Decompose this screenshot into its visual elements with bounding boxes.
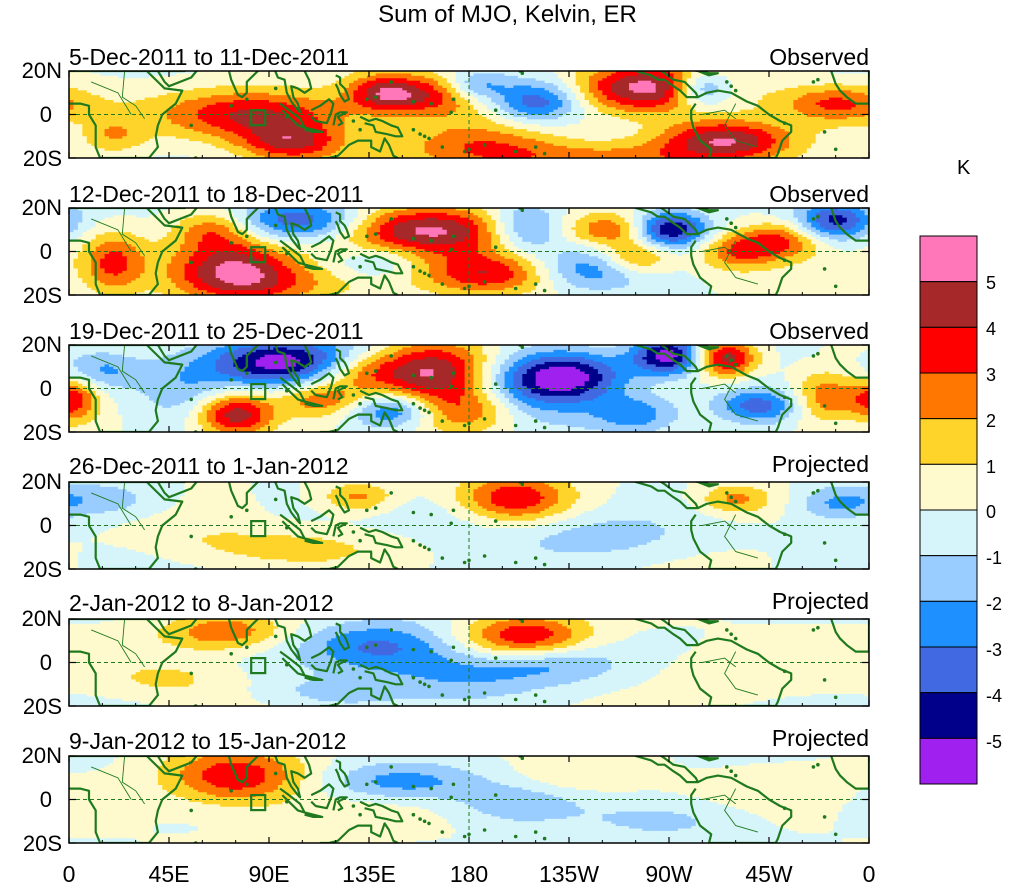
colorbar-label: -2 (986, 594, 1003, 614)
panel-4-type: Projected (771, 451, 869, 477)
map-panel-5 (68, 618, 870, 707)
lat-tick: 20N (21, 469, 62, 494)
panel-5-type: Projected (771, 588, 869, 614)
panel-1-type: Observed (769, 44, 869, 70)
figure-title: Sum of MJO, Kelvin, ER (378, 1, 637, 28)
lat-tick: 0 (39, 376, 52, 401)
map-panel-6 (68, 755, 870, 844)
colorbar-label: -4 (986, 686, 1003, 706)
region-box (250, 246, 267, 264)
anomaly-field (69, 482, 869, 569)
lon-tick: 90W (645, 861, 693, 887)
lon-tick: 0 (862, 861, 876, 887)
lat-tick: 20N (21, 606, 62, 631)
region-box (250, 793, 267, 812)
panel-5-date: 2-Jan-2012 to 8-Jan-2012 (69, 590, 334, 616)
anomaly-field (69, 208, 869, 295)
colorbar-swatch (919, 737, 978, 785)
panel-2-type: Observed (769, 181, 869, 207)
colorbar-label: -5 (986, 732, 1003, 752)
map-panel-4 (68, 481, 870, 570)
region-box (250, 383, 267, 401)
colorbar-unit: K (957, 157, 971, 179)
colorbar-swatch (919, 235, 978, 283)
lon-tick: 90E (248, 861, 290, 887)
colorbar (919, 235, 978, 785)
lat-tick: 0 (39, 102, 52, 127)
lon-tick: 135W (538, 861, 600, 887)
colorbar-label: 2 (986, 411, 997, 431)
lat-tick: 20S (22, 420, 62, 445)
map-panel-3 (68, 344, 870, 433)
colorbar-label: 0 (986, 502, 997, 522)
colorbar-label: 3 (986, 365, 997, 385)
colorbar-label: 5 (986, 273, 997, 293)
lat-tick: 20N (21, 58, 62, 83)
map-panel-2 (68, 207, 870, 296)
colorbar-swatch (919, 646, 978, 694)
colorbar-swatch (919, 463, 978, 511)
region-box (250, 109, 267, 127)
lat-tick: 20S (22, 557, 62, 582)
lon-tick: 135E (342, 861, 396, 887)
colorbar-label: 4 (986, 319, 997, 339)
panel-6-type: Projected (771, 725, 869, 751)
coastlines (69, 619, 869, 706)
lat-tick: 20S (22, 831, 62, 856)
region-box (250, 519, 267, 538)
colorbar-swatch (919, 600, 978, 648)
coastlines (69, 482, 869, 569)
panel-4-date: 26-Dec-2011 to 1-Jan-2012 (69, 453, 349, 479)
map-panel-1 (68, 70, 870, 159)
panel-6-date: 9-Jan-2012 to 15-Jan-2012 (69, 728, 347, 754)
lon-tick: 45W (745, 861, 793, 887)
colorbar-label: -3 (986, 640, 1003, 660)
colorbar-swatch (919, 281, 978, 328)
colorbar-label: 1 (986, 457, 997, 477)
colorbar-swatch (919, 555, 978, 602)
colorbar-swatch (919, 509, 978, 557)
lon-tick: 180 (449, 861, 489, 887)
panel-3-type: Observed (769, 318, 869, 344)
lat-tick: 0 (39, 650, 52, 675)
lat-tick: 20N (21, 743, 62, 768)
lat-tick: 20S (22, 283, 62, 308)
colorbar-swatch (919, 372, 978, 420)
colorbar-swatch (919, 418, 978, 465)
panel-1-date: 5-Dec-2011 to 11-Dec-2011 (69, 44, 349, 70)
lon-tick: 45E (148, 861, 190, 887)
lat-tick: 20N (21, 332, 62, 357)
colorbar-swatch (919, 692, 978, 739)
lat-tick: 20S (22, 694, 62, 719)
lat-tick: 20N (21, 195, 62, 220)
lat-tick: 20S (22, 146, 62, 171)
colorbar-label: -1 (986, 548, 1003, 568)
lat-tick: 0 (39, 239, 52, 264)
panel-2-date: 12-Dec-2011 to 18-Dec-2011 (69, 181, 364, 207)
lat-tick: 0 (39, 513, 52, 538)
colorbar-swatch (919, 326, 978, 374)
panel-3-date: 19-Dec-2011 to 25-Dec-2011 (69, 318, 364, 344)
region-box (250, 656, 267, 675)
lon-tick: 0 (62, 861, 76, 887)
lat-tick: 0 (39, 787, 52, 812)
